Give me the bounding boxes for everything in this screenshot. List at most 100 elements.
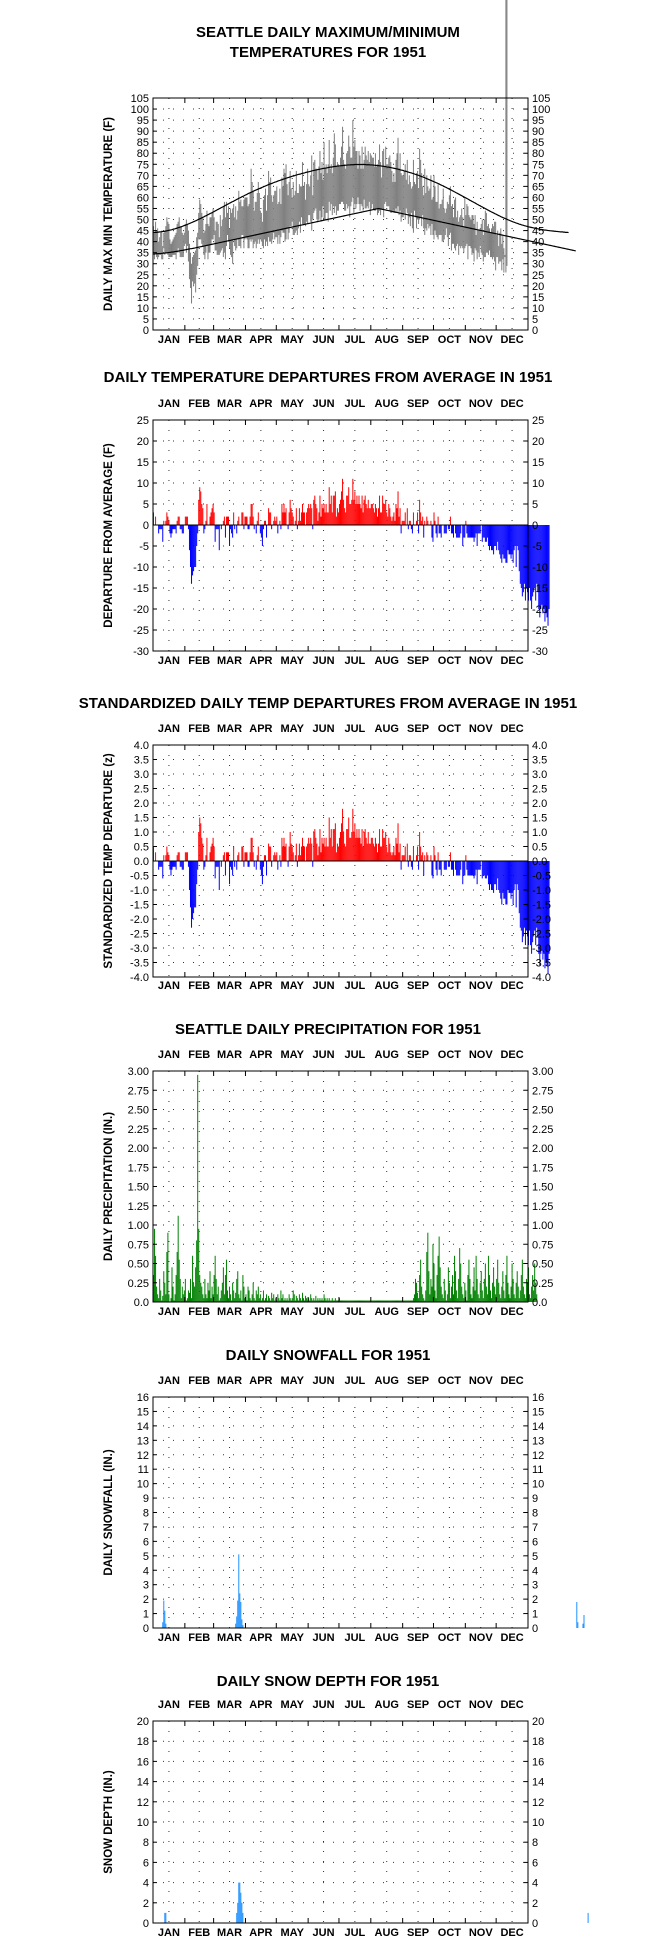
y-tick-label: 10: [532, 1479, 544, 1491]
month-label: FEB: [188, 398, 210, 410]
y-tick-label: 6: [143, 1536, 149, 1548]
y-tick-label: 105: [131, 93, 149, 105]
month-label: JUL: [344, 398, 365, 410]
y-tick-label: 10: [137, 303, 149, 315]
y-tick-label: -30: [133, 646, 149, 658]
month-label: JUN: [313, 334, 335, 346]
y-tick-label: 5: [532, 499, 538, 511]
y-tick-label: -1.0: [130, 885, 149, 897]
month-label: AUG: [375, 1699, 399, 1711]
y-tick-label: -20: [133, 604, 149, 616]
y-tick-label: -5: [532, 541, 542, 553]
month-label: SEP: [407, 1699, 429, 1711]
y-tick-label: -3.5: [130, 958, 149, 970]
y-tick-label: 10: [532, 303, 544, 315]
y-tick-label: 3.5: [134, 755, 149, 767]
month-label: APR: [249, 1375, 272, 1387]
y-tick-label: 95: [532, 115, 544, 127]
month-label: DEC: [500, 1699, 523, 1711]
y-tick-label: 25: [532, 415, 544, 427]
y-tick-label: 20: [532, 436, 544, 448]
y-tick-label: 8: [532, 1508, 538, 1520]
month-label: JAN: [158, 334, 180, 346]
y-tick-label: 1.75: [128, 1162, 149, 1174]
y-tick-label: 14: [532, 1421, 544, 1433]
month-label: OCT: [438, 1306, 462, 1318]
month-label: NOV: [469, 398, 494, 410]
month-label: AUG: [375, 1049, 399, 1061]
y-tick-label: -25: [133, 625, 149, 637]
y-tick-label: 9: [143, 1493, 149, 1505]
month-label: FEB: [188, 980, 210, 992]
y-tick-label: 4: [532, 1878, 538, 1890]
y-tick-label: 10: [137, 1817, 149, 1829]
month-label: NOV: [469, 1699, 494, 1711]
month-label: DEC: [500, 1632, 523, 1644]
y-tick-label: 0: [143, 520, 149, 532]
y-tick-label: 45: [532, 226, 544, 238]
y-axis-label: SNOW DEPTH (IN.): [103, 1770, 115, 1874]
month-label: AUG: [375, 1306, 399, 1318]
y-tick-label: 6: [143, 1857, 149, 1869]
month-label: MAY: [280, 334, 304, 346]
y-tick-label: -0.5: [532, 871, 551, 883]
y-tick-label: -3.0: [130, 943, 149, 955]
y-tick-label: 7: [143, 1522, 149, 1534]
y-tick-label: 25: [137, 270, 149, 282]
y-tick-label: 1.25: [532, 1201, 553, 1213]
y-tick-label: 2.0: [532, 798, 547, 810]
y-tick-label: 75: [532, 159, 544, 171]
y-tick-label: -4.0: [130, 972, 149, 984]
y-tick-label: 18: [532, 1736, 544, 1748]
y-tick-label: 0: [532, 325, 538, 337]
y-tick-label: 0.25: [532, 1278, 553, 1290]
month-label: FEB: [188, 723, 210, 735]
y-tick-label: -3.0: [532, 943, 551, 955]
month-label: APR: [249, 1927, 272, 1939]
y-tick-label: 90: [137, 126, 149, 138]
y-tick-label: 4: [532, 1565, 538, 1577]
month-label: NOV: [469, 334, 494, 346]
month-label: APR: [249, 655, 272, 667]
y-tick-label: 14: [137, 1777, 149, 1789]
month-label: FEB: [188, 1375, 210, 1387]
y-tick-label: 60: [137, 192, 149, 204]
y-tick-label: -2.0: [532, 914, 551, 926]
y-tick-label: 10: [532, 478, 544, 490]
month-label: JUN: [313, 723, 335, 735]
y-tick-label: 2.0: [134, 798, 149, 810]
month-label: SEP: [407, 1049, 429, 1061]
y-tick-label: 70: [532, 170, 544, 182]
plot-frame: [152, 1720, 529, 1924]
month-label: SEP: [407, 1375, 429, 1387]
chart-snowdepth: DAILY SNOW DEPTH FOR 1951 0 0 2 2 4 4 6 6 8 8 10 10 1…: [103, 1673, 589, 1939]
y-tick-label: 0.75: [532, 1239, 553, 1251]
month-label: JAN: [158, 1632, 180, 1644]
y-tick-label: 30: [137, 259, 149, 271]
month-label: JUL: [344, 1049, 365, 1061]
month-label: MAY: [280, 1632, 304, 1644]
month-label: AUG: [375, 398, 399, 410]
y-tick-label: 2.25: [532, 1124, 553, 1136]
month-label: MAR: [217, 1375, 242, 1387]
y-tick-label: 30: [532, 259, 544, 271]
y-tick-label: 10: [137, 1479, 149, 1491]
y-tick-label: 2.75: [128, 1085, 149, 1097]
month-label: AUG: [375, 980, 399, 992]
y-tick-label: 25: [137, 415, 149, 427]
y-tick-label: 5: [143, 314, 149, 326]
chart-title: DAILY SNOW DEPTH FOR 1951: [217, 1673, 440, 1690]
y-tick-label: 16: [137, 1392, 149, 1404]
month-label: MAY: [280, 1927, 304, 1939]
month-label: NOV: [469, 1375, 494, 1387]
month-label: AUG: [375, 1632, 399, 1644]
y-tick-label: 80: [137, 148, 149, 160]
y-tick-label: 1.5: [134, 813, 149, 825]
y-tick-label: 45: [137, 226, 149, 238]
plot-frame: [152, 419, 529, 652]
month-label: MAR: [217, 398, 242, 410]
y-tick-label: 55: [137, 203, 149, 215]
y-tick-label: 2: [532, 1898, 538, 1910]
chart-standardized: STANDARDIZED DAILY TEMP DEPARTURES FROM …: [79, 695, 577, 992]
